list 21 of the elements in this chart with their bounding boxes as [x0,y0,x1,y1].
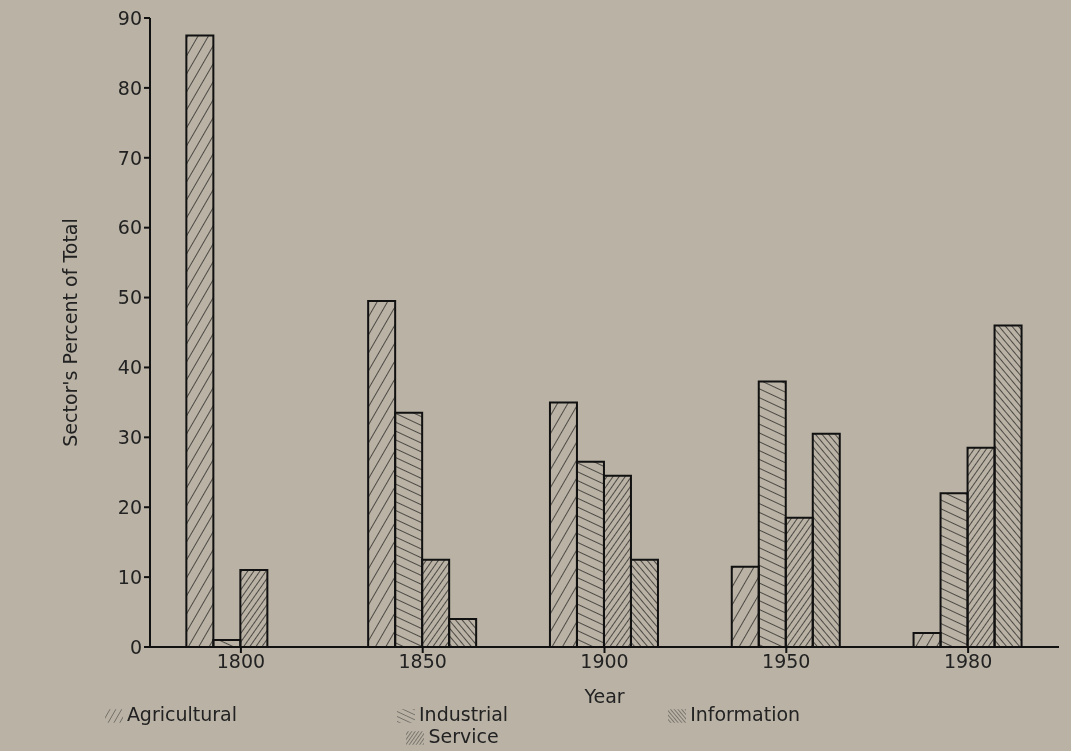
x-axis-title: Year [583,685,625,707]
legend-label: Information [690,703,801,725]
x-tick-label: 1980 [943,650,993,673]
y-tick-label: 60 [117,216,142,239]
y-tick-label: 50 [117,286,142,309]
legend-label: Service [428,725,499,747]
y-tick-label: 90 [117,6,142,29]
y-tick-label: 70 [117,146,142,169]
x-tick-label: 1850 [398,650,447,673]
x-tick-label: 1800 [216,650,266,673]
y-axis-title: Sector's Percent of Total [58,218,81,447]
y-tick-label: 80 [117,76,142,99]
x-tick-label: 1900 [580,650,629,673]
y-tick-label: 20 [117,495,142,518]
y-tick-label: 40 [117,356,142,379]
legend-label: Agricultural [126,703,238,725]
y-tick-label: 30 [117,426,142,449]
y-tick-label: 10 [117,565,142,588]
y-tick-label: 0 [129,635,142,658]
x-tick-label: 1950 [762,650,811,673]
legend-label: Industrial [419,703,509,725]
